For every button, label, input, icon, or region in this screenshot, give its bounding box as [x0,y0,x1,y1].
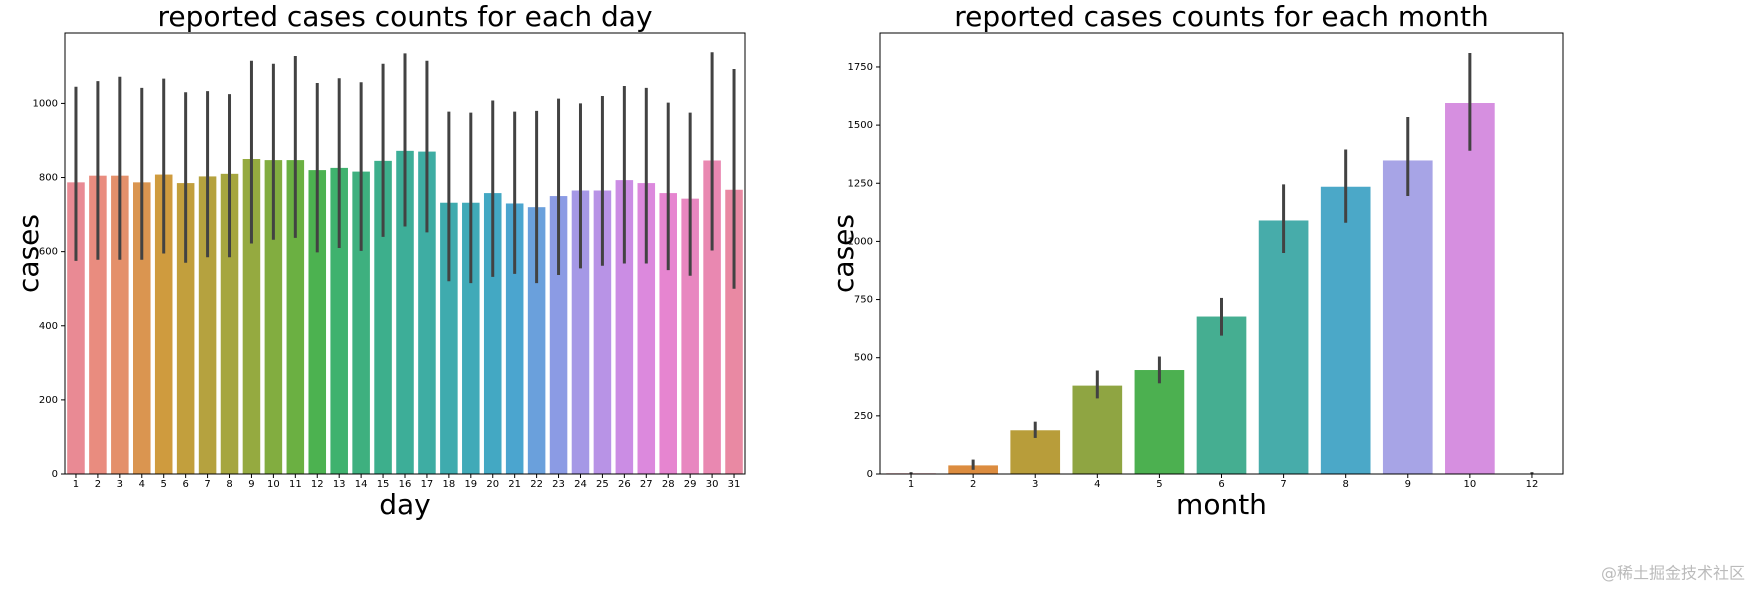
x-tick-label: 17 [421,479,434,490]
bar [1135,370,1185,474]
x-tick-label: 19 [464,479,477,490]
x-tick-label: 8 [226,479,232,490]
x-tick-label: 7 [1280,479,1286,490]
x-tick-label: 23 [552,479,565,490]
y-tick-label: 1250 [848,178,873,189]
x-tick-label: 2 [95,479,101,490]
x-tick-label: 6 [182,479,188,490]
y-tick-label: 200 [39,395,58,406]
x-tick-label: 20 [486,479,499,490]
x-tick-label: 22 [530,479,543,490]
y-tick-label: 600 [39,247,58,258]
y-tick-label: 1000 [848,236,873,247]
x-tick-label: 10 [267,479,280,490]
x-tick-label: 18 [443,479,456,490]
x-tick-label: 1 [908,479,914,490]
y-tick-label: 1000 [33,98,58,109]
y-tick-label: 800 [39,173,58,184]
x-axis-label: month [1176,488,1267,521]
x-tick-label: 24 [574,479,587,490]
x-tick-label: 15 [377,479,390,490]
x-tick-label: 8 [1342,479,1348,490]
x-tick-label: 3 [117,479,123,490]
y-tick-label: 250 [854,411,873,422]
x-tick-label: 30 [706,479,719,490]
y-tick-label: 400 [39,321,58,332]
x-tick-label: 25 [596,479,609,490]
x-tick-label: 2 [970,479,976,490]
y-axis-label: cases [827,214,860,293]
chart-title: reported cases counts for each day [157,0,652,33]
bar [1072,386,1122,474]
x-tick-label: 10 [1463,479,1476,490]
x-tick-label: 5 [1156,479,1162,490]
x-tick-label: 13 [333,479,346,490]
x-tick-label: 4 [1094,479,1100,490]
bar [1445,103,1495,474]
bar [1197,317,1247,474]
y-tick-label: 1500 [848,120,873,131]
x-tick-label: 7 [204,479,210,490]
bar [1259,220,1309,474]
x-tick-label: 6 [1218,479,1224,490]
x-tick-label: 9 [1405,479,1411,490]
x-tick-label: 26 [618,479,631,490]
chart-title: reported cases counts for each month [954,0,1488,33]
x-tick-label: 1 [73,479,79,490]
x-tick-label: 29 [684,479,697,490]
y-tick-label: 1750 [848,62,873,73]
watermark: @稀土掘金技术社区 [1601,564,1745,583]
x-tick-label: 16 [399,479,412,490]
y-tick-label: 0 [52,469,58,480]
x-tick-label: 27 [640,479,653,490]
x-axis-label: day [379,488,431,521]
x-tick-label: 28 [662,479,675,490]
x-tick-label: 12 [1526,479,1539,490]
x-tick-label: 5 [161,479,167,490]
x-tick-label: 14 [355,479,368,490]
bar [1321,187,1371,474]
x-tick-label: 3 [1032,479,1038,490]
x-tick-label: 21 [508,479,521,490]
x-tick-label: 31 [728,479,741,490]
x-tick-label: 9 [248,479,254,490]
x-tick-label: 4 [139,479,145,490]
x-tick-label: 12 [311,479,324,490]
y-tick-label: 500 [854,353,873,364]
x-tick-label: 11 [289,479,302,490]
bar [1383,160,1433,474]
y-tick-label: 750 [854,295,873,306]
y-tick-label: 0 [867,469,873,480]
